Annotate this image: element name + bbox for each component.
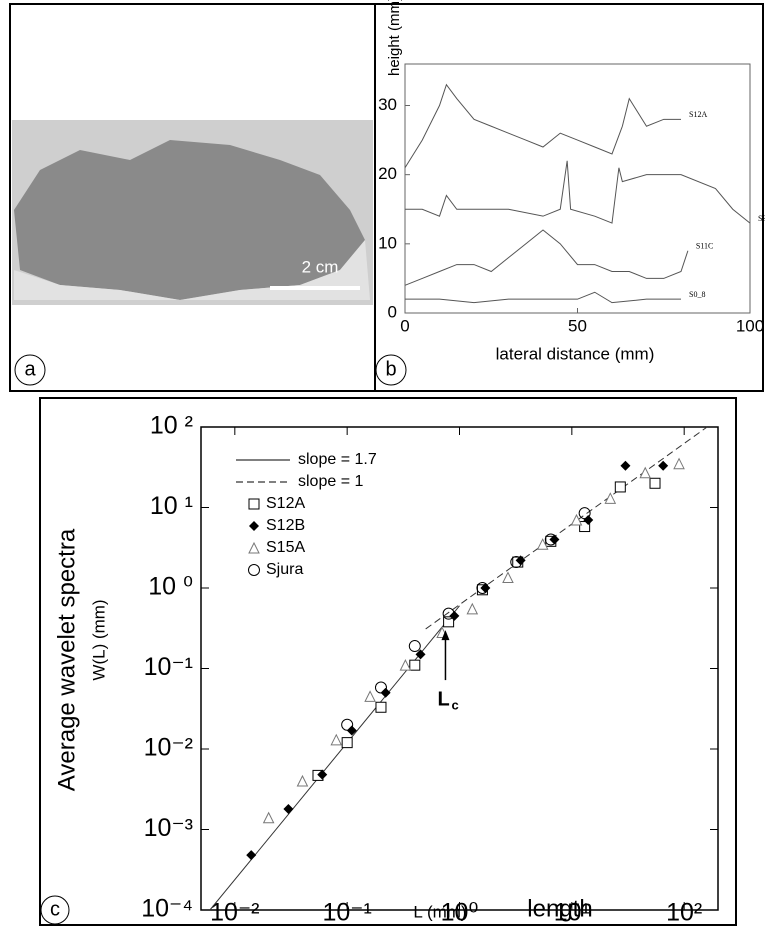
y-tick-label: 10 ² (150, 412, 193, 440)
series-label: S3b (758, 214, 765, 223)
profile-line (404, 83, 681, 169)
marker-diamond (246, 850, 257, 861)
x-tick-label: 10⁻² (210, 899, 259, 927)
x-axis-label: L (mm) (413, 902, 466, 921)
plot-frame (404, 63, 751, 314)
series-label: S0_8 (689, 290, 705, 299)
marker-square (443, 616, 455, 628)
marker-diamond (480, 583, 491, 593)
y-tick-label: 10⁻¹ (144, 653, 193, 681)
marker-triangle (364, 690, 376, 702)
y-axis-label: height (mm) (386, 0, 403, 76)
x-tick-label: 50 (568, 316, 587, 335)
x-tick-label: 10⁰ (441, 899, 479, 927)
marker-diamond (583, 514, 594, 525)
panel-label: a (24, 358, 36, 380)
marker-square (341, 737, 353, 749)
panel-label-circle (40, 895, 70, 925)
y-tick-label: 0 (388, 302, 397, 321)
marker-triangle (604, 492, 617, 504)
marker-square (614, 481, 626, 493)
marker-square (375, 701, 387, 713)
y-tick-label: 10 ¹ (150, 492, 193, 520)
legend-label: S12A (266, 495, 305, 512)
marker-triangle (399, 659, 412, 671)
annotation: L (437, 688, 449, 710)
marker-diamond (249, 521, 259, 531)
marker-triangle (673, 457, 685, 470)
marker-triangle (502, 571, 514, 584)
panel-b-frame (374, 3, 764, 392)
x-tick-label: 10¹ (554, 899, 590, 927)
marker-triangle (466, 602, 479, 615)
marker-square (579, 521, 591, 533)
y-tick-label: 10 ⁰ (148, 573, 193, 601)
fit-line (425, 426, 708, 630)
x-tick-label: 100 (736, 316, 764, 335)
marker-square (248, 498, 260, 510)
panel-label: c (50, 898, 60, 920)
y-tick-label: 10 (378, 233, 397, 252)
marker-diamond (380, 687, 391, 698)
legend-label: slope = 1.7 (298, 451, 377, 468)
marker-circle (341, 718, 354, 731)
y-tick-label: 20 (378, 164, 397, 183)
x-tick-label: 10⁻¹ (322, 899, 371, 927)
marker-circle (374, 681, 387, 694)
x-axis-label-2: length (527, 895, 592, 922)
y-tick-label: 10⁻² (144, 734, 193, 762)
marker-diamond (283, 803, 294, 814)
legend-label: slope = 1 (298, 473, 363, 490)
y-axis-label: Average wavelet spectra (53, 528, 80, 791)
marker-triangle (570, 513, 583, 526)
marker-circle (476, 582, 489, 594)
marker-triangle (536, 538, 549, 550)
scale-bar-label: 2 cm (302, 257, 339, 276)
y-tick-label: 10⁻⁴ (141, 895, 193, 923)
annotation-arrowhead (441, 630, 450, 641)
marker-diamond (658, 460, 669, 471)
x-tick-label: 10² (666, 899, 702, 927)
photo-base (14, 240, 370, 300)
marker-circle (544, 533, 557, 546)
marker-triangle (296, 774, 309, 787)
panel-c-frame (39, 397, 737, 926)
marker-diamond (415, 649, 426, 660)
marker-circle (578, 507, 591, 520)
marker-circle (510, 556, 523, 569)
marker-triangle (262, 811, 275, 824)
x-axis-label: lateral distance (mm) (496, 344, 655, 363)
marker-circle (442, 607, 455, 620)
legend-label: S12B (266, 517, 305, 534)
legend-label: S15A (266, 539, 305, 556)
marker-diamond (549, 534, 560, 545)
marker-circle (248, 564, 260, 576)
series-label: S12A (689, 110, 707, 119)
marker-diamond (515, 555, 526, 566)
profile-line (405, 160, 751, 224)
panel-label: b (385, 358, 396, 380)
marker-diamond (346, 725, 357, 736)
panel-label-circle (14, 354, 46, 386)
marker-square (409, 659, 421, 671)
y-tick-label: 30 (378, 95, 397, 114)
marker-triangle (248, 541, 260, 554)
legend-label: Sjura (266, 561, 303, 578)
profile-line (405, 291, 681, 304)
photo-sample (14, 140, 365, 300)
annotation-sub: c (451, 698, 458, 713)
y-axis-label-2: W(L) (mm) (89, 599, 108, 680)
marker-diamond (317, 769, 328, 780)
marker-diamond (620, 460, 631, 471)
x-tick-label: 0 (400, 316, 409, 335)
y-tick-label: 10⁻³ (144, 814, 193, 842)
marker-triangle (639, 466, 652, 479)
marker-triangle (330, 733, 343, 746)
marker-square (649, 477, 661, 489)
series-label: S11C (696, 242, 714, 251)
profile-line (404, 229, 689, 286)
marker-circle (408, 640, 421, 653)
panel-label-circle (375, 354, 407, 386)
